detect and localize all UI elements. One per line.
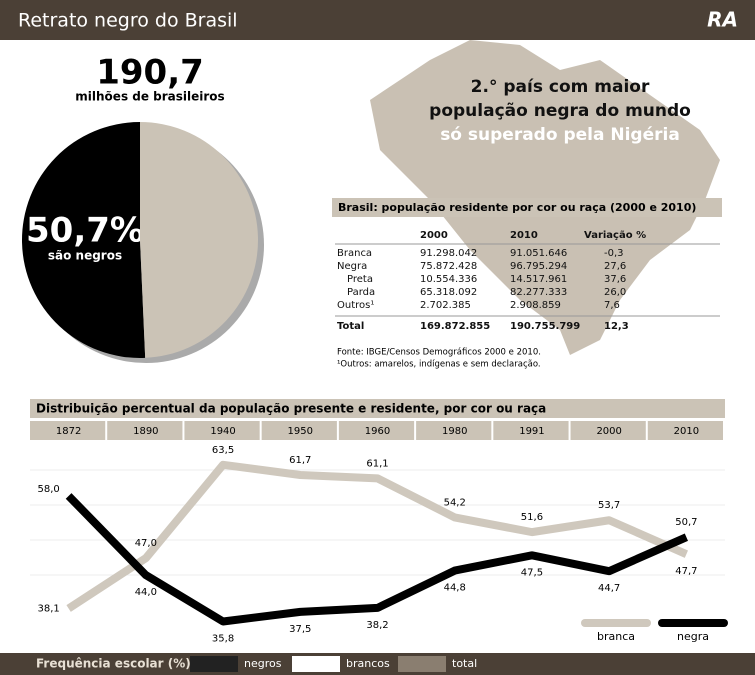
table-cell: Total — [337, 321, 364, 332]
callout-highlight: só superado pela Nigéria — [440, 125, 680, 145]
callout-line: população negra do mundo — [429, 101, 691, 121]
data-label: 44,8 — [444, 583, 466, 594]
table-cell: Negra — [337, 261, 367, 272]
pie-value-note: são negros — [48, 249, 122, 263]
x-tick-label: 1960 — [365, 426, 390, 437]
table-cell: 65.318.092 — [420, 287, 477, 298]
x-tick-label: 1991 — [519, 426, 544, 437]
data-label: 61,1 — [366, 458, 388, 469]
pie-subtitle: milhões de brasileiros — [75, 90, 224, 104]
table-cell: 14.517.961 — [510, 274, 567, 285]
table-title: Brasil: população residente por cor ou r… — [338, 201, 696, 214]
map-brazil — [370, 40, 720, 355]
pie-slice — [140, 122, 259, 358]
category-box — [647, 421, 723, 440]
x-tick-label: 1872 — [56, 426, 81, 437]
pie-slice — [22, 122, 146, 358]
footer-legend: negros — [244, 657, 282, 670]
pie-value-label: 50,7% — [26, 211, 144, 251]
footer-bar — [0, 653, 755, 675]
data-label: 50,7 — [675, 517, 697, 528]
line-title: Distribuição percentual da população pre… — [36, 402, 546, 416]
category-box — [107, 421, 183, 440]
table-cell: Branca — [337, 248, 372, 259]
data-label: 63,5 — [212, 445, 234, 456]
data-label: 44,7 — [598, 583, 620, 594]
x-tick-label: 2010 — [674, 426, 699, 437]
table-cell: 169.872.855 — [420, 321, 490, 332]
callout-line: 2.° país com maior — [471, 77, 650, 97]
line-series — [65, 493, 688, 626]
table-cell: 91.298.042 — [420, 248, 477, 259]
logo: RA — [707, 8, 738, 32]
footer-title: Frequência escolar (%) — [36, 657, 191, 671]
legend-label: branca — [597, 630, 635, 643]
data-label: 51,6 — [521, 512, 543, 523]
table-cell: 7,6 — [604, 300, 620, 311]
table-cell: 10.554.336 — [420, 274, 477, 285]
x-tick-label: 1950 — [288, 426, 313, 437]
data-label: 37,5 — [289, 624, 311, 635]
table-cell: 75.872.428 — [420, 261, 477, 272]
legend-label: negra — [677, 630, 709, 643]
table-cell: 26,0 — [604, 287, 626, 298]
footer-swatch — [190, 656, 238, 672]
footer-swatch — [398, 656, 446, 672]
table: Brasil: população residente por cor ou r… — [332, 198, 722, 370]
category-box — [338, 421, 415, 440]
category-box — [30, 421, 106, 440]
table-cell: 2.702.385 — [420, 300, 471, 311]
data-label: 47,5 — [521, 567, 543, 578]
header-bar — [0, 0, 755, 40]
footer-legend: brancos — [346, 657, 390, 670]
table-header: 2000 — [420, 230, 448, 241]
table-cell: 27,6 — [604, 261, 626, 272]
data-label: 38,2 — [366, 620, 388, 631]
line-series — [66, 460, 688, 612]
table-cell: 91.051.646 — [510, 248, 567, 259]
data-label: 47,0 — [135, 538, 157, 549]
table-cell: 190.755.799 — [510, 321, 580, 332]
x-tick-label: 1890 — [133, 426, 158, 437]
table-cell: 12,3 — [604, 321, 629, 332]
table-cell: Preta — [347, 274, 373, 285]
table-header: Variação % — [584, 230, 646, 241]
table-cell: 2.908.859 — [510, 300, 561, 311]
table-note: ¹Outros: amarelos, indígenas e sem decla… — [337, 360, 541, 370]
data-label: 54,2 — [444, 497, 466, 508]
section-bar — [30, 399, 725, 418]
data-label: 47,7 — [675, 566, 697, 577]
table-header: 2010 — [510, 230, 538, 241]
table-note: Fonte: IBGE/Censos Demográficos 2000 e 2… — [337, 348, 541, 358]
category-box — [493, 421, 569, 440]
table-cell: Parda — [347, 287, 375, 298]
table-cell: Outros¹ — [337, 300, 374, 311]
table-cell: 82.277.333 — [510, 287, 567, 298]
data-label: 35,8 — [212, 634, 234, 645]
x-tick-label: 1980 — [442, 426, 467, 437]
category-box — [261, 421, 337, 440]
table-cell: -0,3 — [604, 248, 624, 259]
line-chart: Distribuição percentual da população pre… — [30, 399, 728, 645]
data-label: 58,0 — [37, 484, 59, 495]
category-box — [416, 421, 492, 440]
header-title: Retrato negro do Brasil — [18, 10, 238, 32]
footer-legend: total — [452, 657, 477, 670]
pie-title: 190,7 — [96, 53, 204, 93]
footer-swatch — [292, 656, 340, 672]
x-tick-label: 2000 — [596, 426, 621, 437]
table-cell: 37,6 — [604, 274, 626, 285]
table-title-bar — [332, 198, 722, 217]
category-box — [570, 421, 646, 440]
x-tick-label: 1940 — [210, 426, 235, 437]
table-cell: 96.795.294 — [510, 261, 567, 272]
data-label: 61,7 — [289, 455, 311, 466]
data-label: 38,1 — [37, 603, 59, 614]
data-label: 53,7 — [598, 500, 620, 511]
category-box — [184, 421, 260, 440]
data-label: 44,0 — [135, 587, 157, 598]
